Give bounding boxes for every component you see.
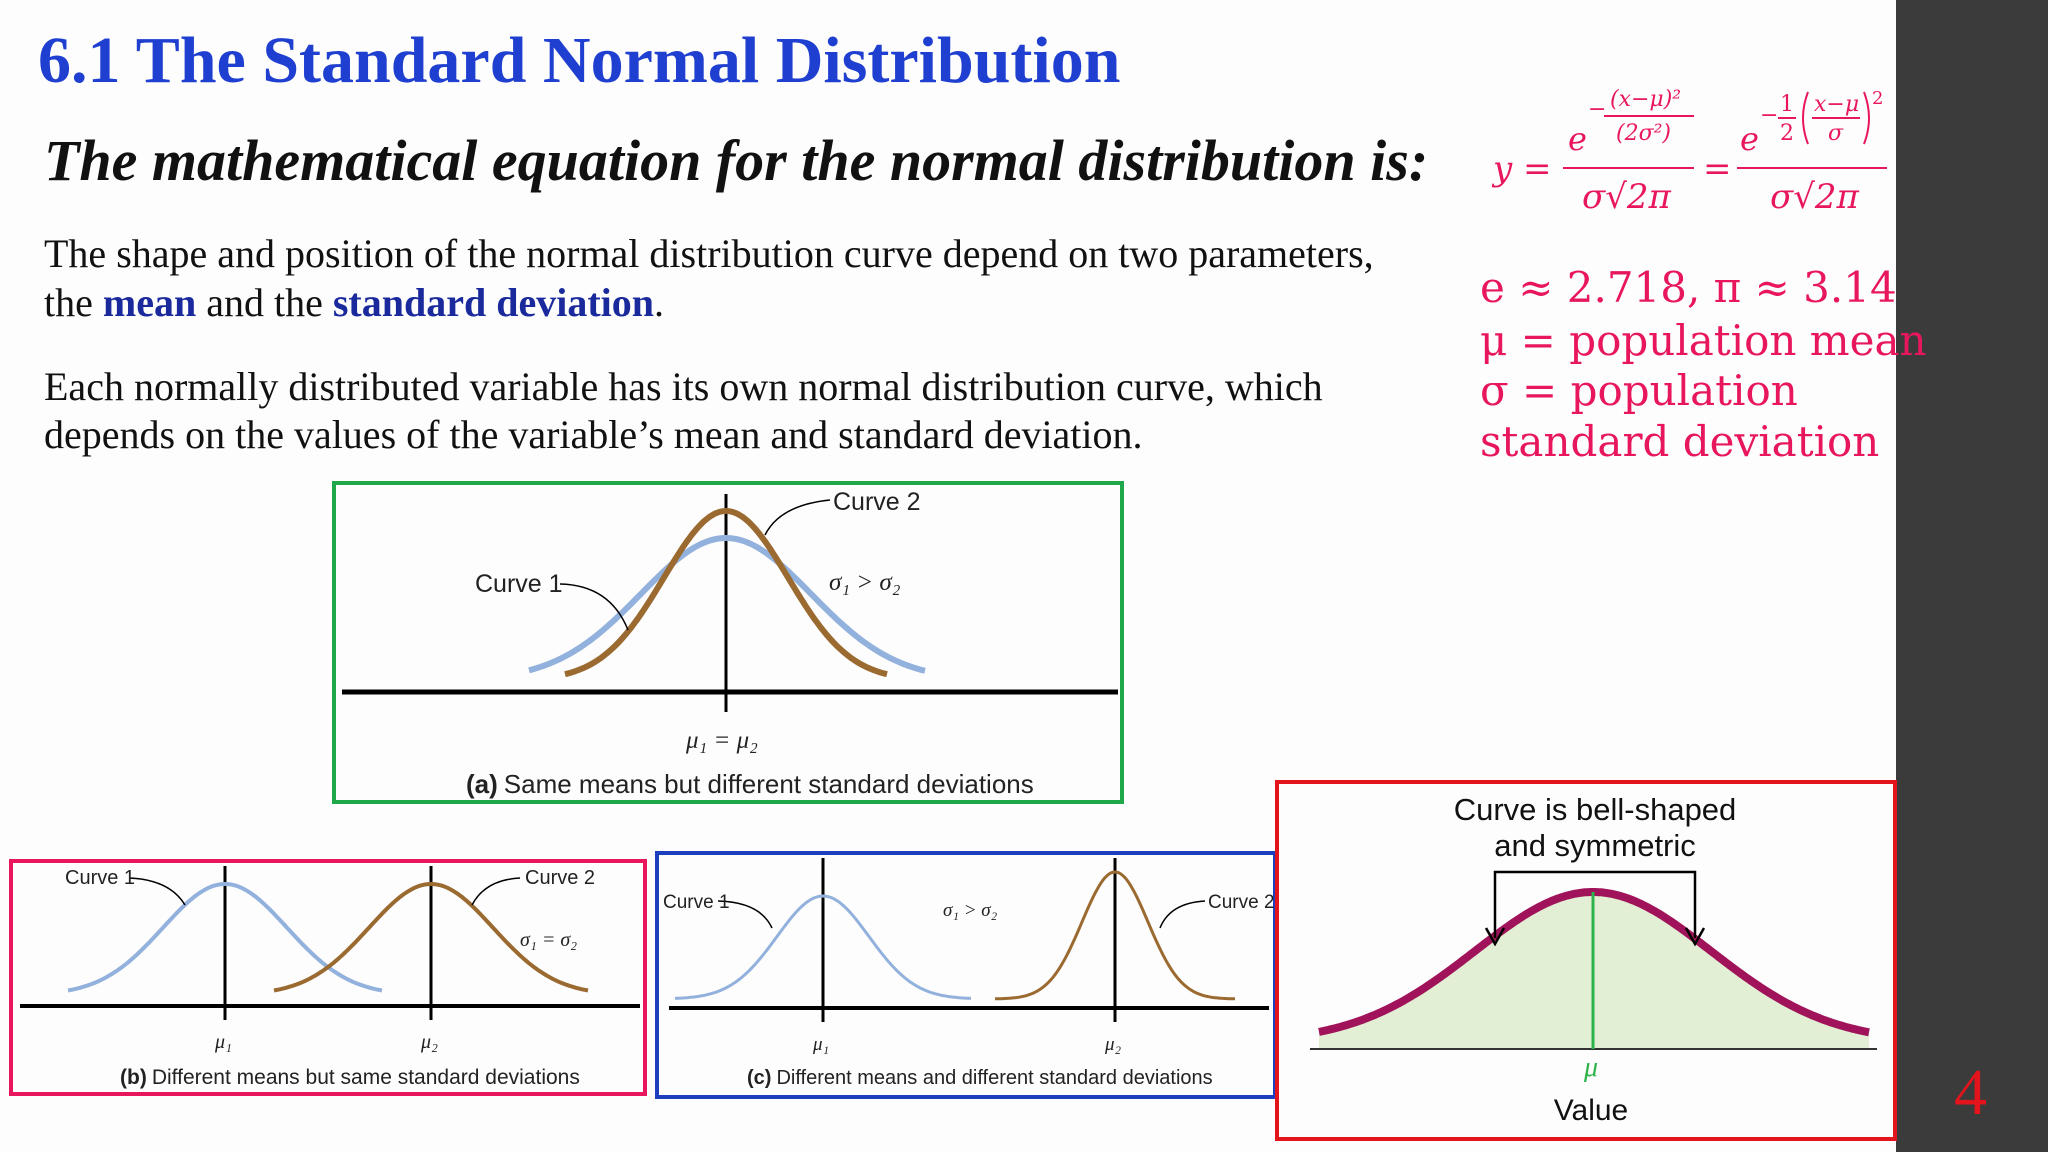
definition: μ = population mean <box>1480 316 1927 365</box>
label: Curve 1 <box>475 570 563 598</box>
label: μ₂ <box>420 1031 438 1053</box>
caption-label: (b) <box>120 1066 147 1089</box>
label: μ₁ <box>214 1031 232 1053</box>
label: μ₁ = μ₂ <box>685 727 758 754</box>
label: Curve 1 <box>65 867 135 889</box>
sidebar <box>1896 0 2048 1152</box>
formula-den: σ√2π <box>1770 177 1860 217</box>
label: Curve 1 <box>663 892 730 913</box>
label: μ₂ <box>1104 1034 1122 1055</box>
curve <box>674 894 972 1000</box>
figure-frames <box>9 481 1897 1141</box>
arrow <box>471 877 521 906</box>
body-line: The shape and position of the normal dis… <box>44 231 1374 276</box>
formula-den: σ <box>1828 121 1844 146</box>
frame-d <box>1275 780 1897 1141</box>
caption-label: (c) <box>747 1067 771 1089</box>
label: and symmetric <box>1494 828 1696 863</box>
arrow <box>559 583 629 631</box>
caption: (c) Different means and different standar… <box>747 1067 1213 1089</box>
caption-label: (a) <box>466 769 498 799</box>
curve <box>564 508 888 678</box>
paren <box>1863 91 1870 145</box>
label: μ₁ <box>812 1034 829 1055</box>
formula-num: (x−μ)² <box>1610 87 1681 112</box>
page-number: 4 <box>1954 1056 1987 1129</box>
caption-text: Different means but same standard deviat… <box>152 1066 580 1089</box>
label: σ₁ > σ₂ <box>943 900 998 921</box>
axis-label: Value <box>1554 1094 1629 1127</box>
formula-base: e <box>1568 120 1587 158</box>
label: σ₁ > σ₂ <box>829 569 901 596</box>
arrow <box>717 900 773 929</box>
formula-minus: − <box>1588 97 1606 122</box>
text: . <box>654 280 664 325</box>
keyword: mean <box>103 280 196 325</box>
formula-base: e <box>1740 120 1759 158</box>
formula-equals: = <box>1703 149 1732 189</box>
label: Curve is bell-shaped <box>1454 792 1737 827</box>
curve <box>528 535 926 674</box>
body-line: depends on the values of the variable’s … <box>44 412 1143 457</box>
curve <box>995 870 1235 1001</box>
label: σ₁ = σ₂ <box>520 929 577 951</box>
arrow <box>1159 900 1206 929</box>
text: and the <box>196 280 333 325</box>
formula-num: 1 <box>1780 92 1794 117</box>
body-line: Each normally distributed variable has i… <box>44 364 1323 409</box>
caption: (b) Different means but same standard dev… <box>120 1066 580 1089</box>
caption-text: Same means but different standard deviat… <box>504 769 1034 799</box>
formula-den: σ√2π <box>1582 177 1672 217</box>
curve <box>273 882 589 993</box>
text: the <box>44 280 103 325</box>
definition: e ≈ 2.718, π ≈ 3.14 <box>1480 263 1897 312</box>
body-line: the mean and the standard deviation. <box>44 280 664 325</box>
caption-text: Different means and different standard d… <box>776 1067 1212 1089</box>
formula-den: (2σ²) <box>1616 121 1671 146</box>
definition: σ = population <box>1480 366 1798 415</box>
formula-lhs: y = <box>1491 149 1552 189</box>
label: Curve 2 <box>833 488 921 516</box>
bracket <box>1493 870 1697 938</box>
formula-power: 2 <box>1872 88 1883 109</box>
frame-a <box>332 481 1124 804</box>
formula-minus: − <box>1760 103 1778 128</box>
label: Curve 2 <box>1208 892 1275 913</box>
title: 6.1 The Standard Normal Distribution <box>38 24 1120 97</box>
subtitle: The mathematical equation for the normal… <box>44 128 1428 193</box>
caption: (a) Same means but different standard dev… <box>466 769 1034 799</box>
arrowhead <box>1684 927 1706 947</box>
arrow <box>764 499 831 536</box>
formula-num: x−μ <box>1814 92 1859 117</box>
keyword: standard deviation <box>333 280 654 325</box>
arrowhead <box>1484 927 1506 947</box>
frame-b <box>9 859 647 1096</box>
definition: standard deviation <box>1480 417 1879 466</box>
formula-den: 2 <box>1780 121 1794 146</box>
label: Curve 2 <box>525 867 595 889</box>
arrow <box>129 877 186 906</box>
label: μ <box>1583 1052 1598 1083</box>
paren <box>1802 91 1809 145</box>
